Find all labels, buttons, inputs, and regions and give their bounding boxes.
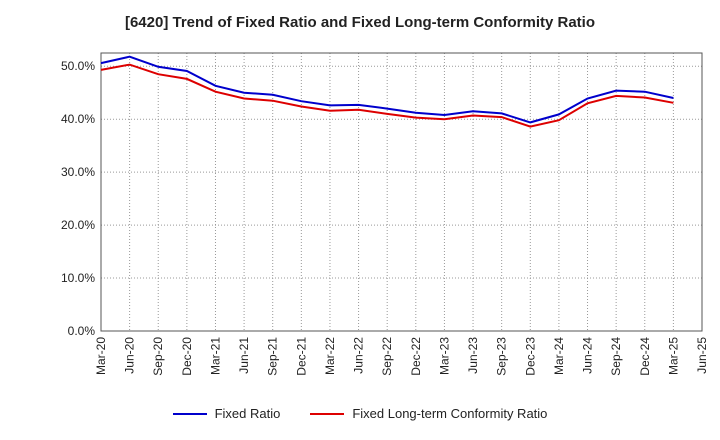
y-tick-label: 0.0% [68,324,96,338]
y-tick-label: 50.0% [61,59,95,73]
x-tick-label: Sep-20 [151,337,165,376]
x-tick-label: Mar-23 [437,337,451,375]
x-tick-label: Sep-21 [266,337,280,376]
series-lines [100,55,674,128]
chart-title: [6420] Trend of Fixed Ratio and Fixed Lo… [124,14,596,31]
x-tick-label: Dec-21 [294,337,308,376]
x-tick-label: Mar-20 [94,337,108,375]
legend-label-fixed-ratio: Fixed Ratio [214,406,281,421]
x-axis-ticks: Mar-20 Jun-20 Sep-20 Dec-20 Mar-21 Jun-21 Sep-… [94,337,709,376]
x-tick-label: Jun-24 [581,337,595,374]
x-tick-label: Jun-22 [352,337,366,374]
legend-swatch-fixed-long-term-conformity-ratio [310,412,345,415]
legend-label-fixed-long-term-conformity-ratio: Fixed Long-term Conformity Ratio [352,406,548,421]
grid-lines [101,53,702,331]
x-tick-label: Sep-23 [495,337,509,376]
y-tick-label: 10.0% [61,271,95,285]
plot-area-frame [100,52,703,332]
legend-item-fixed-long-term-conformity-ratio: Fixed Long-term Conformity Ratio [310,406,547,421]
x-tick-label: Dec-24 [638,337,652,376]
series-line-fixed-long-term-conformity-ratio [100,63,674,128]
x-tick-label: Mar-21 [208,337,222,375]
x-tick-label: Mar-25 [666,337,680,375]
x-tick-label: Mar-22 [323,337,337,375]
x-tick-label: Jun-21 [237,337,251,374]
x-tick-label: Sep-24 [609,337,623,376]
x-tick-label: Sep-22 [380,337,394,376]
x-tick-label: Dec-22 [409,337,423,376]
legend-item-fixed-ratio: Fixed Ratio [172,406,281,421]
y-axis-ticks: 0.0% 10.0% 20.0% 30.0% 40.0% 50.0% [61,59,95,338]
x-tick-label: Mar-24 [552,337,566,375]
x-tick-label: Jun-23 [466,337,480,374]
x-tick-label: Dec-20 [180,337,194,376]
y-tick-label: 30.0% [61,165,95,179]
x-tick-label: Jun-25 [695,337,709,374]
x-tick-label: Dec-23 [523,337,537,376]
x-tick-label: Jun-20 [123,337,137,374]
y-tick-label: 20.0% [61,218,95,232]
legend: Fixed Ratio Fixed Long-term Conformity R… [0,406,720,421]
series-line-fixed-ratio [100,55,674,124]
y-tick-label: 40.0% [61,112,95,126]
legend-swatch-fixed-ratio [172,412,207,415]
